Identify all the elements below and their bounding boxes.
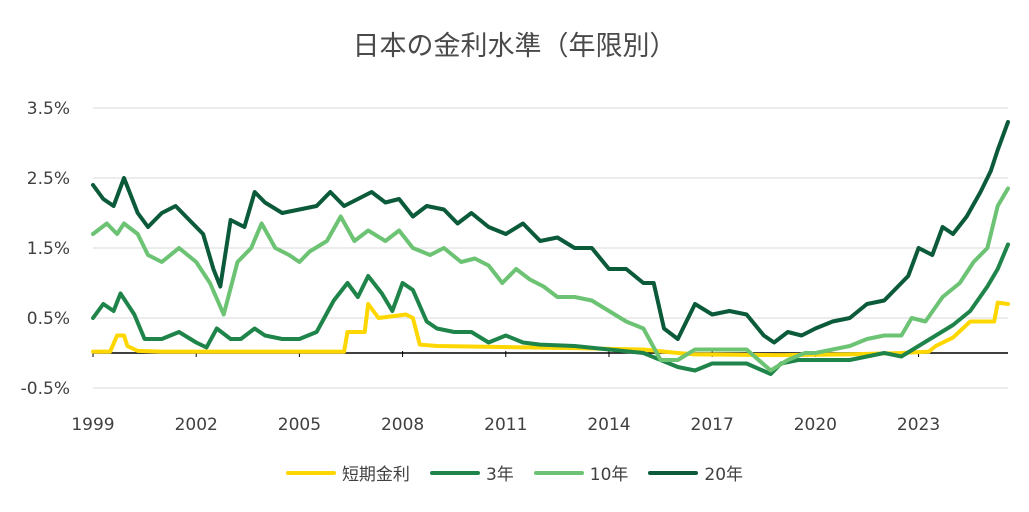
series-line-2 xyxy=(91,186,1010,373)
series-line-0 xyxy=(91,300,1010,358)
legend-swatch xyxy=(429,470,480,475)
legend-item-3: 20年 xyxy=(648,460,743,485)
line-chart: 3.5% 2.5% 1.5% 0.5% -0.5% 1999 2002 2005 2008 20… xyxy=(21,99,1010,435)
y-axis-ticks: 3.5% 2.5% 1.5% 0.5% -0.5% xyxy=(21,99,70,399)
y-tick-label: 3.5% xyxy=(27,99,70,119)
y-tick-label: 2.5% xyxy=(27,169,70,189)
x-tick-label: 2017 xyxy=(691,415,734,435)
x-tick-label: 2020 xyxy=(794,415,837,435)
x-tick-label: 2005 xyxy=(278,415,321,435)
x-tick-label: 2002 xyxy=(175,415,218,435)
x-tick-label: 2008 xyxy=(381,415,424,435)
legend-item-1: 3年 xyxy=(429,460,514,485)
chart-title: 日本の金利水準（年限別） xyxy=(352,31,677,62)
legend-swatch xyxy=(285,470,336,475)
legend-label: 20年 xyxy=(704,465,744,485)
x-axis-ticks: 1999 2002 2005 2008 2011 2014 2017 2020 2023 xyxy=(71,351,940,435)
y-tick-label: 0.5% xyxy=(27,309,70,329)
legend-swatch xyxy=(648,470,699,475)
x-tick-label: 2023 xyxy=(897,415,940,435)
series-lines xyxy=(91,120,1010,376)
legend: 短期金利 3年 10年 20年 xyxy=(0,460,1029,485)
legend-label: 3年 xyxy=(485,465,514,485)
x-tick-label: 2014 xyxy=(587,415,630,435)
legend-item-2: 10年 xyxy=(533,460,629,485)
series-line-3 xyxy=(91,120,1010,345)
legend-label: 短期金利 xyxy=(341,465,410,485)
y-tick-label: 1.5% xyxy=(27,239,70,259)
legend-item-0: 短期金利 xyxy=(285,460,410,485)
x-tick-label: 2011 xyxy=(484,415,527,435)
legend-label: 10年 xyxy=(589,465,629,485)
x-tick-label: 1999 xyxy=(71,415,114,435)
legend-swatch xyxy=(533,470,584,475)
series-line-1 xyxy=(91,242,1010,376)
y-tick-label: -0.5% xyxy=(21,379,70,399)
